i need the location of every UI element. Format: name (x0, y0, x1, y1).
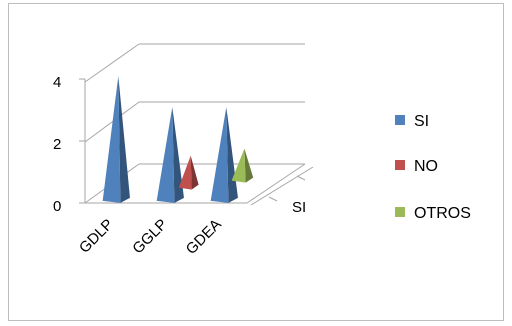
depth-category-label: SI (292, 199, 306, 216)
pyramid-si-gdea (210, 106, 238, 203)
legend-label-otros: OTROS (414, 205, 471, 222)
y-tick-label: 4 (53, 74, 61, 91)
pyramid-face (210, 106, 229, 203)
y-tick-label: 0 (53, 198, 61, 215)
legend-swatch-no (395, 160, 405, 170)
depth-axis-line (250, 166, 314, 206)
gridline (84, 101, 140, 143)
x-category-label: GDLP (76, 216, 117, 257)
pyramid-face (244, 148, 254, 183)
pyramid-face (172, 106, 184, 203)
chart-frame: 0 2 4 GDLP GGLP GDEA SI SI NO OTROS (8, 3, 504, 321)
legend-swatch-otros (395, 207, 405, 217)
gridline (84, 43, 140, 83)
legend-label-si: SI (414, 113, 429, 130)
floor-edge (246, 163, 306, 204)
pyramid-face (231, 148, 246, 183)
pyramid-face (118, 75, 130, 203)
depth-tick-mark (268, 196, 278, 202)
legend: SI NO OTROS (395, 113, 471, 222)
pyramid-si-gglp (156, 106, 184, 203)
pyramid-face (156, 106, 175, 203)
chart-marks (102, 75, 254, 203)
x-category-label: GGLP (129, 216, 170, 257)
depth-tick-mark (296, 175, 306, 181)
legend-swatch-si (395, 115, 405, 125)
pyramid-face (178, 155, 192, 190)
depth-axis-categories: SI (250, 166, 314, 216)
pyramid-no-gglp (178, 155, 199, 190)
legend-label-no: NO (414, 158, 438, 175)
y-tick-label: 2 (53, 136, 61, 153)
pyramid-face (102, 75, 121, 203)
pyramid-si-gdlp (102, 75, 130, 203)
pyramid-face (190, 155, 199, 190)
pyramid-chart: 0 2 4 GDLP GGLP GDEA SI SI NO OTROS (53, 43, 471, 258)
x-axis-categories: GDLP GGLP GDEA (76, 216, 225, 258)
y-axis-ticks: 0 2 4 (53, 74, 85, 215)
x-category-label: GDEA (183, 216, 225, 258)
pyramid-otros-gdea (231, 148, 254, 183)
